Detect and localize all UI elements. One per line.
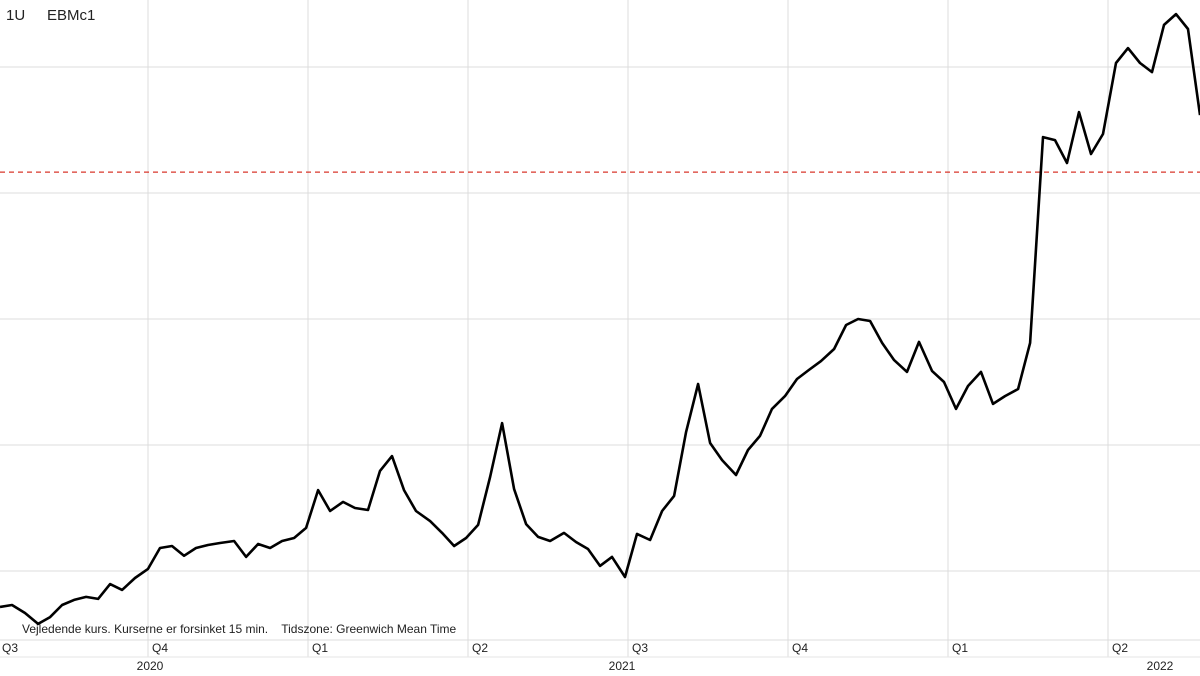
x-tick-label: Q3 [632,641,648,655]
interval: 1U [6,7,25,24]
year-label: 2021 [609,659,636,673]
symbol: EBMc1 [47,7,95,24]
year-label: 2020 [137,659,164,673]
x-tick-label: Q4 [792,641,808,655]
x-tick-label: Q3 [2,641,18,655]
x-tick-label: Q2 [472,641,488,655]
x-tick-label: Q1 [952,641,968,655]
year-label: 2022 [1147,659,1174,673]
footnote: Vejledende kurs. Kurserne er forsinket 1… [22,622,457,636]
price-line [0,12,1200,626]
x-tick-label: Q1 [312,641,328,655]
x-tick-label: Q2 [1112,641,1128,655]
x-tick-label: Q4 [152,641,168,655]
